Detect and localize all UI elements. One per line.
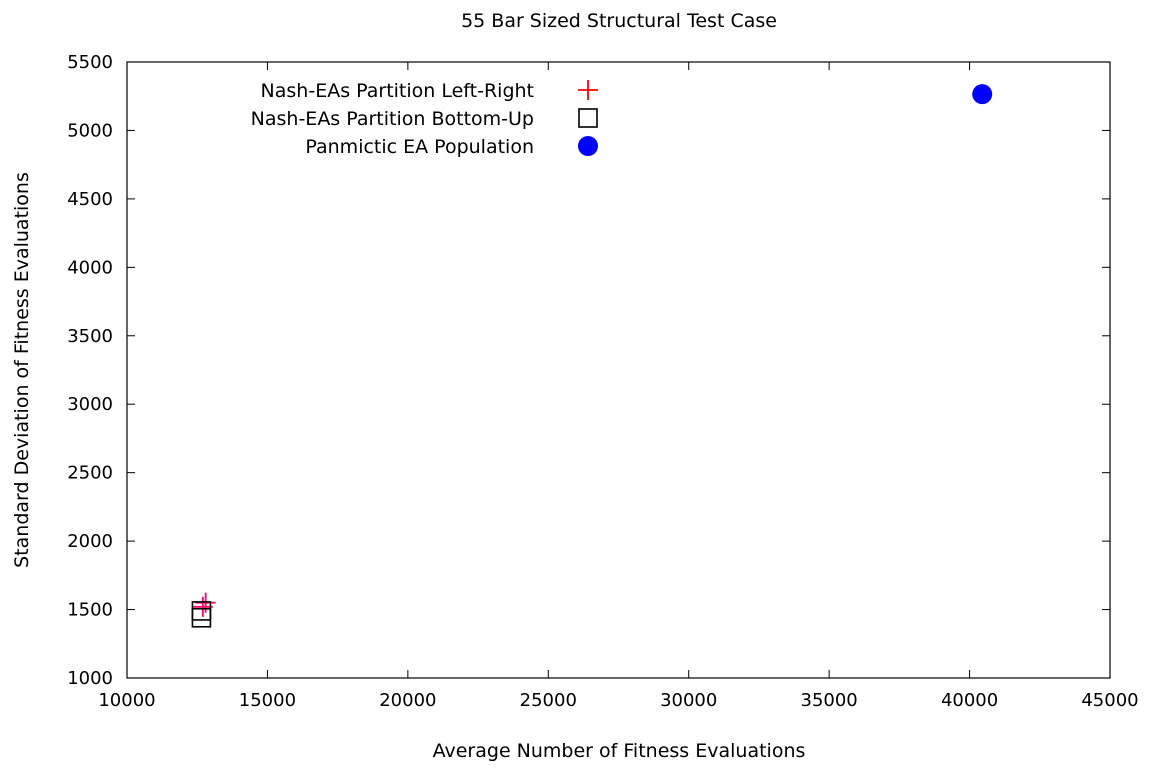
y-axis-title: Standard Deviation of Fitness Evaluation… (11, 172, 33, 568)
x-tick-label: 25000 (520, 690, 577, 711)
y-tick-label: 3000 (67, 394, 113, 415)
y-tick-label: 4500 (67, 189, 113, 210)
y-tick-label: 1500 (67, 600, 113, 621)
y-axis-ticks: 1000 1500 2000 2500 3000 3500 4000 4500 5000 5500 (67, 52, 1110, 689)
y-tick-label: 5000 (67, 120, 113, 141)
plot-frame (126, 61, 1111, 679)
x-tick-label: 30000 (660, 690, 717, 711)
x-axis-title: Average Number of Fitness Evaluations (433, 740, 806, 762)
data-point-circle (972, 84, 993, 105)
y-tick-label: 5500 (67, 52, 113, 73)
legend-marker-plus (578, 80, 598, 100)
legend: Nash-EAs Partition Left-Right Nash-EAs Pa… (251, 80, 598, 158)
y-tick-label: 4000 (67, 257, 113, 278)
x-tick-label: 10000 (98, 690, 155, 711)
legend-marker-square (578, 108, 598, 128)
y-tick-label: 2000 (67, 531, 113, 552)
y-tick-label: 3500 (67, 326, 113, 347)
y-tick-label: 2500 (67, 463, 113, 484)
data-point-square (191, 601, 212, 621)
x-tick-label: 20000 (379, 690, 436, 711)
data-points (191, 84, 993, 628)
legend-label: Nash-EAs Partition Left-Right (261, 80, 534, 102)
data-point-plus (192, 596, 213, 617)
legend-label: Nash-EAs Partition Bottom-Up (251, 108, 534, 130)
x-tick-label: 15000 (239, 690, 296, 711)
legend-label: Panmictic EA Population (305, 136, 534, 158)
legend-marker-circle (578, 136, 598, 156)
chart-title: 55 Bar Sized Structural Test Case (461, 10, 777, 32)
x-tick-label: 40000 (941, 690, 998, 711)
data-point-square (191, 607, 212, 628)
x-axis-ticks: 10000 15000 20000 25000 30000 35000 40000 45000 (98, 62, 1139, 711)
y-tick-label: 1000 (67, 668, 113, 689)
x-tick-label: 45000 (1081, 690, 1138, 711)
x-tick-label: 35000 (801, 690, 858, 711)
